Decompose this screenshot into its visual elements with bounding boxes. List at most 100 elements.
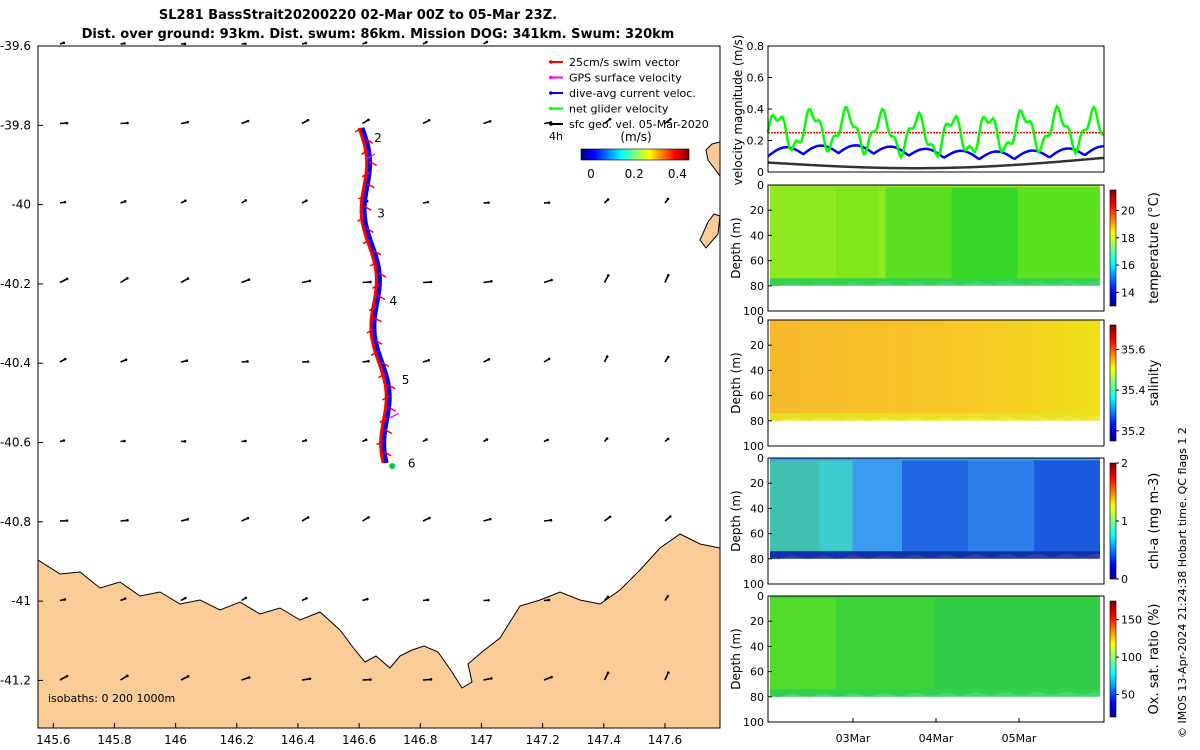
geo-arrow-73	[664, 515, 672, 522]
vel-ytick-4: 0.8	[747, 40, 765, 53]
swim-vector-10	[367, 183, 375, 189]
vel-ylabel: velocity magnitude (m/s)	[731, 35, 745, 186]
swim-vector-20	[362, 239, 371, 245]
swim-vector-58	[383, 451, 392, 457]
sec2-ytick-4: 80	[750, 553, 764, 566]
swim-vector-2	[365, 138, 374, 144]
geo-arrow-95	[664, 671, 670, 681]
geo-arrow-2	[180, 42, 187, 46]
sec0-ytick-5: 100	[743, 305, 764, 318]
geo-arrow-19	[59, 200, 67, 204]
chla-section: 0 20 40 60 80 100 Depth (m) 0 1 2 chl-a (mg m-3)	[729, 452, 1162, 591]
geo-arrow-7	[483, 40, 489, 45]
section-band-0-2	[951, 187, 1018, 279]
geo-arrow-74	[59, 598, 67, 602]
geo-arrow-31	[120, 277, 129, 284]
temperature-section: 0 20 40 60 80 100 Depth (m) 14 16 18 20 temperature…	[729, 179, 1162, 318]
geo-arrow-56	[301, 439, 308, 443]
geo-arrow-33	[241, 278, 251, 284]
sec2-ylabel: Depth (m)	[729, 490, 743, 551]
sec3-colorbar	[1109, 600, 1117, 718]
geo-arrow-39	[603, 274, 610, 283]
geo-arrow-44	[241, 360, 249, 363]
speed-colorbar-ticks: 0 0.2 0.4	[587, 167, 687, 181]
geo-arrow-52	[59, 439, 66, 443]
map-xtick-label-10: 147.6	[648, 733, 682, 747]
map-xtick-label-3: 146.2	[220, 733, 254, 747]
legend-label-4: sfc geo. vel. 05-Mar-2020	[569, 118, 709, 131]
swim-vector-0	[354, 127, 363, 133]
sec1-ylabel: Depth (m)	[729, 352, 743, 413]
sec2-ytick-2: 40	[750, 502, 764, 515]
geo-arrow-58	[422, 438, 428, 443]
track-end-marker	[389, 463, 396, 469]
map-ytick-label-8: -41.2	[0, 673, 31, 687]
title-line2: Dist. over ground: 93km. Dist. swum: 86k…	[82, 27, 675, 42]
legend-label-1: GPS surface velocity	[569, 72, 682, 85]
vel-ytick-1: 0.2	[747, 135, 765, 148]
sec0-cbtick-1: 16	[1121, 259, 1135, 272]
geo-arrow-93	[543, 675, 553, 681]
track-day-label-0: 2	[374, 131, 382, 145]
geo-arrow-64	[120, 518, 129, 522]
track-day-label-4: 6	[408, 456, 416, 470]
sec2-cbtick-0: 0	[1121, 573, 1128, 586]
geo-arrow-76	[180, 596, 187, 602]
geo-arrow-47	[422, 358, 431, 363]
swim-vector-16	[357, 216, 365, 222]
swim-vector-32	[368, 306, 377, 312]
geo-arrow-83	[603, 595, 610, 602]
section-bottom-1	[770, 413, 1100, 421]
geo-arrow-3	[241, 42, 247, 45]
sec1-ytick-2: 40	[750, 364, 764, 377]
geo-arrow-42	[120, 358, 128, 363]
sec3-ytick-2: 40	[750, 640, 764, 653]
section-band-2-2	[902, 460, 968, 552]
swim-vector-44	[378, 373, 386, 379]
geo-arrow-49	[543, 357, 551, 363]
swim-vector-30	[377, 294, 386, 301]
vel-ytick-3: 0.6	[747, 72, 765, 85]
sec3-ytick-5: 100	[743, 716, 764, 729]
geo-arrow-34	[301, 279, 312, 284]
geo-arrow-23	[301, 199, 308, 204]
swim-vector-36	[366, 328, 375, 334]
section-fill-1	[770, 320, 1100, 422]
map-xtick-label-4: 146.4	[281, 733, 315, 747]
geo-arrow-86	[120, 674, 129, 681]
colorbar-tick-0: 0	[587, 167, 595, 181]
section-band-0-3	[1017, 187, 1100, 279]
legend-label-3: net glider velocity	[569, 103, 669, 116]
map-xtick-label-5: 146.6	[342, 733, 376, 747]
sec2-ytick-5: 100	[743, 578, 764, 591]
geo-arrow-25	[422, 200, 430, 204]
geo-arrow-37	[483, 279, 493, 284]
time-step-label: 4h	[549, 130, 563, 143]
map-ticks: 145.6 145.8 146 146.2 146.4 146.6 146.8 147 147.…	[0, 39, 682, 747]
swim-vector-48	[381, 395, 390, 401]
sfc-geo-speed-line	[767, 156, 1105, 170]
map-legend: 25cm/s swim vector GPS surface velocity di…	[549, 56, 709, 131]
swim-vector-46	[387, 384, 396, 390]
geo-arrow-60	[543, 438, 549, 443]
sec2-colorbar	[1109, 462, 1117, 580]
sec3-ylabel: Depth (m)	[729, 628, 743, 689]
geo-arrow-1	[120, 42, 126, 45]
geo-arrow-4	[301, 41, 308, 45]
map-xtick-label-0: 145.6	[36, 733, 70, 747]
geo-arrow-80	[422, 598, 430, 602]
land-island-east-2	[699, 213, 720, 249]
map-ytick-label-4: -40.4	[0, 356, 31, 370]
geo-arrow-45	[301, 360, 310, 363]
sec0-ytick-1: 20	[750, 204, 764, 217]
geo-arrow-21	[180, 199, 187, 204]
geo-arrow-82	[543, 598, 551, 602]
map-xtick-label-8: 147.2	[525, 733, 559, 747]
geo-arrow-12	[301, 118, 310, 125]
geo-arrow-78	[301, 597, 308, 602]
gps-vector-2	[388, 412, 400, 419]
geo-arrow-30	[59, 277, 69, 284]
swim-vector-6	[369, 160, 378, 167]
